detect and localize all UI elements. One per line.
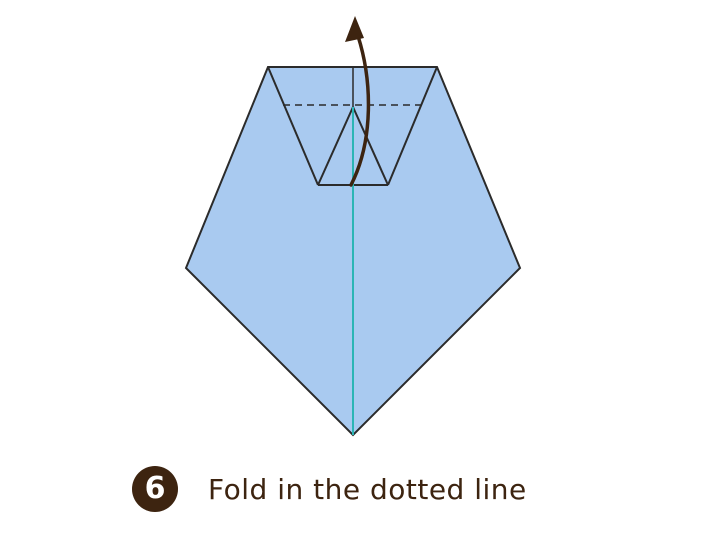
step-number-badge: 6 <box>132 466 178 512</box>
triangle-left-edge <box>317 106 354 186</box>
flap-right-edge <box>387 66 438 186</box>
triangle-right-edge <box>352 106 389 186</box>
step-instruction: Fold in the dotted line <box>208 472 527 506</box>
step-number: 6 <box>144 471 166 506</box>
flap-left-edge <box>267 66 319 186</box>
step-caption: 6 Fold in the dotted line <box>132 466 527 512</box>
fold-arrow-head <box>345 16 364 42</box>
fold-arrow-shaft <box>349 34 371 187</box>
